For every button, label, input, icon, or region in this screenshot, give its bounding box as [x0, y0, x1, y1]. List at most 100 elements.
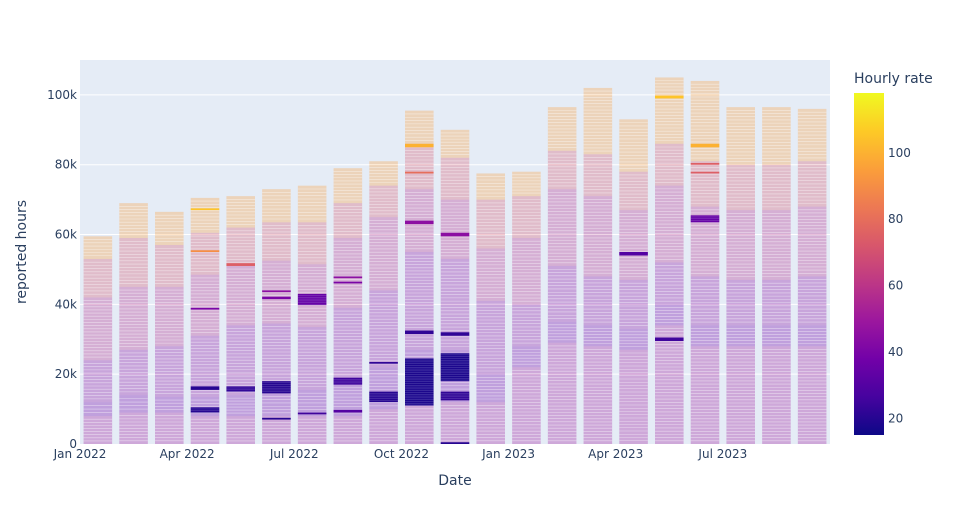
highlight-segment[interactable]: [440, 391, 470, 401]
bar-segment[interactable]: [762, 325, 791, 347]
highlight-segment[interactable]: [190, 208, 220, 211]
bar-stack[interactable]: [83, 236, 113, 444]
bar-segment[interactable]: [190, 232, 220, 275]
highlight-rect[interactable]: [690, 143, 720, 148]
highlight-rect[interactable]: [333, 409, 363, 413]
bar-stack[interactable]: [190, 197, 220, 444]
highlight-segment[interactable]: [690, 171, 720, 174]
bar-segment[interactable]: [690, 276, 720, 326]
highlight-segment[interactable]: [405, 220, 434, 225]
bar-segment[interactable]: [405, 252, 434, 350]
highlight-segment[interactable]: [619, 252, 648, 256]
bar-segment[interactable]: [547, 265, 577, 322]
highlight-rect[interactable]: [190, 407, 220, 413]
bar-segment[interactable]: [440, 402, 470, 444]
highlight-segment[interactable]: [190, 407, 220, 413]
bar-segment[interactable]: [512, 346, 541, 368]
bar-segment[interactable]: [119, 203, 148, 239]
highlight-rect[interactable]: [655, 95, 684, 99]
bar-segment[interactable]: [690, 325, 720, 347]
highlight-segment[interactable]: [369, 361, 398, 364]
bar-segment[interactable]: [726, 346, 755, 444]
highlight-rect[interactable]: [190, 307, 220, 310]
bar-segment[interactable]: [476, 402, 505, 444]
bar-segment[interactable]: [583, 325, 613, 347]
bar-segment[interactable]: [155, 245, 184, 287]
highlight-rect[interactable]: [440, 232, 470, 237]
bar-segment[interactable]: [190, 416, 220, 444]
highlight-segment[interactable]: [405, 171, 434, 174]
bar-segment[interactable]: [297, 222, 327, 265]
bar-stack[interactable]: [797, 108, 827, 444]
bar-segment[interactable]: [512, 196, 541, 239]
highlight-rect[interactable]: [262, 381, 291, 394]
highlight-rect[interactable]: [690, 162, 720, 165]
bar-segment[interactable]: [655, 262, 684, 305]
highlight-segment[interactable]: [440, 332, 470, 336]
highlight-rect[interactable]: [297, 412, 327, 415]
highlight-segment[interactable]: [655, 337, 684, 342]
bars[interactable]: [83, 77, 827, 444]
highlight-segment[interactable]: [690, 143, 720, 148]
bar-segment[interactable]: [690, 346, 720, 444]
bar-segment[interactable]: [333, 307, 363, 382]
bar-segment[interactable]: [619, 328, 648, 350]
highlight-rect[interactable]: [405, 358, 434, 406]
bar-segment[interactable]: [333, 168, 363, 204]
bar-segment[interactable]: [369, 367, 398, 410]
bar-segment[interactable]: [583, 276, 613, 326]
bar-stack[interactable]: [726, 107, 755, 444]
highlight-segment[interactable]: [655, 95, 684, 99]
highlight-segment[interactable]: [190, 250, 220, 252]
bar-segment[interactable]: [690, 80, 720, 162]
highlight-rect[interactable]: [655, 337, 684, 342]
highlight-segment[interactable]: [405, 358, 434, 406]
highlight-rect[interactable]: [226, 386, 255, 392]
highlight-segment[interactable]: [369, 391, 398, 403]
bar-segment[interactable]: [762, 346, 791, 444]
bar-stack[interactable]: [547, 107, 577, 444]
bar-stack[interactable]: [333, 168, 363, 444]
highlight-rect[interactable]: [262, 290, 291, 293]
bar-segment[interactable]: [226, 395, 255, 417]
bar-segment[interactable]: [83, 360, 113, 403]
bar-segment[interactable]: [726, 325, 755, 347]
bar-segment[interactable]: [297, 416, 327, 444]
highlight-rect[interactable]: [262, 417, 291, 420]
bar-stack[interactable]: [619, 119, 648, 444]
bar-segment[interactable]: [440, 157, 470, 200]
bar-segment[interactable]: [655, 325, 684, 444]
bar-segment[interactable]: [119, 238, 148, 287]
highlight-rect[interactable]: [690, 215, 720, 223]
bar-stack[interactable]: [762, 107, 791, 444]
bar-segment[interactable]: [333, 203, 363, 239]
highlight-segment[interactable]: [262, 381, 291, 394]
highlight-rect[interactable]: [190, 250, 220, 252]
bar-segment[interactable]: [369, 217, 398, 291]
bar-stack[interactable]: [369, 161, 398, 444]
bar-segment[interactable]: [297, 185, 327, 223]
highlight-segment[interactable]: [440, 353, 470, 382]
highlight-rect[interactable]: [440, 353, 470, 382]
bar-segment[interactable]: [797, 325, 827, 347]
bar-stack[interactable]: [476, 173, 505, 444]
bar-segment[interactable]: [619, 349, 648, 444]
bar-segment[interactable]: [262, 323, 291, 390]
highlight-rect[interactable]: [405, 171, 434, 174]
bar-segment[interactable]: [583, 196, 613, 277]
highlight-segment[interactable]: [690, 215, 720, 223]
highlight-segment[interactable]: [690, 162, 720, 165]
highlight-segment[interactable]: [262, 290, 291, 293]
highlight-segment[interactable]: [405, 330, 434, 335]
bar-segment[interactable]: [440, 129, 470, 158]
highlight-segment[interactable]: [297, 293, 327, 306]
bar-segment[interactable]: [655, 304, 684, 326]
highlight-segment[interactable]: [226, 263, 255, 266]
bar-stack[interactable]: [119, 203, 148, 444]
highlight-rect[interactable]: [690, 171, 720, 174]
bar-segment[interactable]: [797, 276, 827, 326]
highlight-segment[interactable]: [297, 412, 327, 415]
highlight-rect[interactable]: [190, 386, 220, 390]
bar-segment[interactable]: [512, 304, 541, 347]
highlight-segment[interactable]: [440, 232, 470, 237]
